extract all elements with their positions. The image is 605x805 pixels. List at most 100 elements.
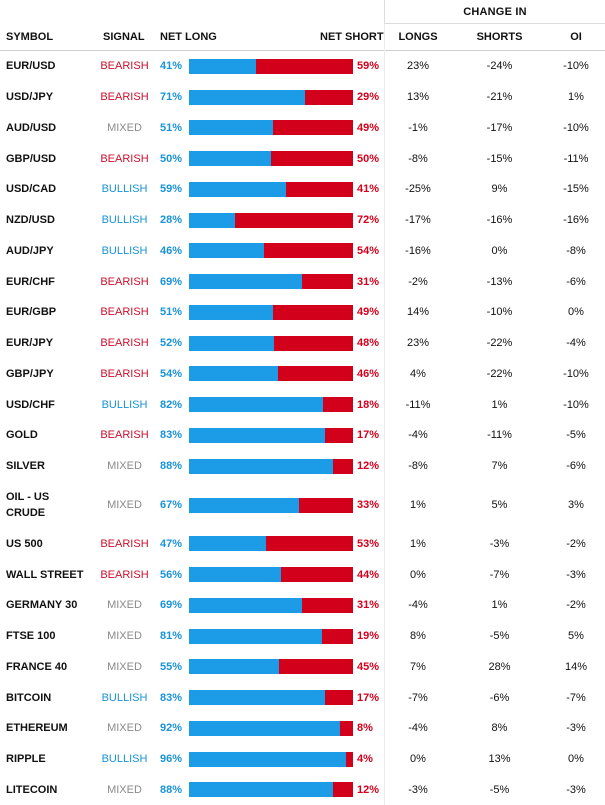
table-row[interactable]: LITECOIN MIXED 88% 12% -3% -5% -3% [0,775,605,805]
table-row[interactable]: EUR/JPY BEARISH 52% 48% 23% -22% -4% [0,328,605,359]
signal-label: BULLISH [101,183,148,196]
table-row[interactable]: WALL STREET BEARISH 56% 44% 0% -7% -3% [0,559,605,590]
sentiment-bar [189,82,353,113]
change-shorts-value: -22% [486,367,513,380]
change-shorts-value: -21% [486,91,513,104]
symbol-link[interactable]: GERMANY 30 [6,599,78,612]
change-shorts-value: -15% [486,152,513,165]
col-oi-header[interactable]: OI [570,31,582,43]
change-longs-value: -3% [408,783,428,796]
symbol-link[interactable]: SILVER [6,460,45,473]
symbol-link[interactable]: EUR/USD [6,60,56,73]
table-row[interactable]: USD/JPY BEARISH 71% 29% 13% -21% 1% [0,82,605,113]
symbol-link[interactable]: EUR/CHF [6,275,55,288]
col-shorts-header[interactable]: SHORTS [476,31,523,43]
change-shorts-value: -5% [489,783,510,796]
net-short-bar [264,243,353,259]
table-row[interactable]: OIL - US CRUDE MIXED 67% 33% 1% 5% 3% [0,482,605,529]
table-row[interactable]: ETHEREUM MIXED 92% 8% -4% 8% -3% [0,713,605,744]
change-oi-value: -3% [566,783,586,796]
symbol-link[interactable]: USD/CAD [6,183,57,196]
symbol-link[interactable]: NZD/USD [6,214,55,227]
signal-label: BEARISH [100,152,149,165]
sentiment-bar [189,205,353,236]
net-short-bar [280,567,353,583]
signal-label: BEARISH [100,337,149,350]
table-row[interactable]: USD/CAD BULLISH 59% 41% -25% 9% -15% [0,174,605,205]
table-row[interactable]: EUR/GBP BEARISH 51% 49% 14% -10% 0% [0,297,605,328]
change-oi-value: 3% [568,499,584,511]
table-body: EUR/USD BEARISH 41% 59% 23% -24% -10% USD/JPY BE… [0,51,605,805]
net-short-bar [333,458,353,474]
signal-label: BEARISH [100,367,149,380]
table-row[interactable]: BITCOIN BULLISH 83% 17% -7% -6% -7% [0,682,605,713]
table-row[interactable]: AUD/JPY BULLISH 46% 54% -16% 0% -8% [0,236,605,267]
table-row[interactable]: GOLD BEARISH 83% 17% -4% -11% -5% [0,420,605,451]
symbol-link[interactable]: OIL - US CRUDE [6,491,50,519]
table-row[interactable]: US 500 BEARISH 47% 53% 1% -3% -2% [0,529,605,560]
table-row[interactable]: FTSE 100 MIXED 81% 19% 8% -5% 5% [0,621,605,652]
col-longs-header[interactable]: LONGS [398,31,438,43]
table-row[interactable]: FRANCE 40 MIXED 55% 45% 7% 28% 14% [0,652,605,683]
table-row[interactable]: GBP/USD BEARISH 50% 50% -8% -15% -11% [0,143,605,174]
change-oi-value: -11% [563,152,589,165]
symbol-link[interactable]: BITCOIN [6,691,52,704]
signal-label: BEARISH [100,429,149,442]
change-longs-value: 1% [410,537,426,550]
signal-label: MIXED [107,783,142,796]
net-short-value: 54% [357,244,380,257]
net-long-bar [189,58,257,74]
table-row[interactable]: EUR/USD BEARISH 41% 59% 23% -24% -10% [0,51,605,82]
table-row[interactable]: USD/CHF BULLISH 82% 18% -11% 1% -10% [0,389,605,420]
net-short-bar [323,397,353,413]
symbol-link[interactable]: FTSE 100 [6,630,56,643]
signal-label: BEARISH [100,91,149,104]
net-long-bar [189,212,235,228]
symbol-link[interactable]: USD/CHF [6,398,55,411]
net-long-bar [189,628,322,644]
symbol-link[interactable]: GBP/USD [6,152,57,165]
net-long-bar [189,751,347,767]
table-row[interactable]: RIPPLE BULLISH 96% 4% 0% 13% 0% [0,744,605,775]
net-long-value: 81% [160,630,183,643]
col-signal-header[interactable]: SIGNAL [103,31,145,43]
change-longs-value: -4% [408,429,428,442]
change-oi-value: -3% [566,568,586,581]
symbol-link[interactable]: GOLD [6,429,38,442]
col-net-long-header[interactable]: NET LONG [160,31,217,43]
net-short-bar [302,597,353,613]
table-row[interactable]: AUD/USD MIXED 51% 49% -1% -17% -10% [0,113,605,144]
table-row[interactable]: NZD/USD BULLISH 28% 72% -17% -16% -16% [0,205,605,236]
sentiment-bar [189,420,353,451]
change-oi-value: -15% [563,183,589,196]
symbol-link[interactable]: EUR/GBP [6,306,57,319]
symbol-link[interactable]: USD/JPY [6,91,54,104]
change-longs-value: 23% [406,60,430,73]
symbol-link[interactable]: FRANCE 40 [6,660,68,673]
net-short-bar [279,659,353,675]
net-short-bar [272,304,353,320]
symbol-link[interactable]: GBP/JPY [6,367,54,380]
table-row[interactable]: SILVER MIXED 88% 12% -8% 7% -6% [0,451,605,482]
symbol-link[interactable]: AUD/USD [6,121,57,134]
change-longs-value: -7% [408,691,428,704]
symbol-link[interactable]: WALL STREET [6,568,84,581]
table-row[interactable]: GBP/JPY BEARISH 54% 46% 4% -22% -10% [0,359,605,390]
symbol-link[interactable]: EUR/JPY [6,337,54,350]
symbol-link[interactable]: LITECOIN [6,783,58,796]
net-short-bar [321,628,353,644]
symbol-link[interactable]: ETHEREUM [6,722,68,735]
net-short-bar [285,181,353,197]
col-symbol-header[interactable]: SYMBOL [6,31,54,43]
col-net-short-header[interactable]: NET SHORT [320,31,384,43]
symbol-link[interactable]: RIPPLE [6,753,46,766]
table-row[interactable]: EUR/CHF BEARISH 69% 31% -2% -13% -6% [0,266,605,297]
symbol-link[interactable]: US 500 [6,537,43,550]
table-row[interactable]: GERMANY 30 MIXED 69% 31% -4% 1% -2% [0,590,605,621]
signal-label: BEARISH [100,275,149,288]
signal-label: BULLISH [101,691,148,704]
change-longs-value: 1% [410,499,426,511]
net-short-value: 72% [357,214,380,227]
net-long-bar [189,181,286,197]
symbol-link[interactable]: AUD/JPY [6,244,54,257]
